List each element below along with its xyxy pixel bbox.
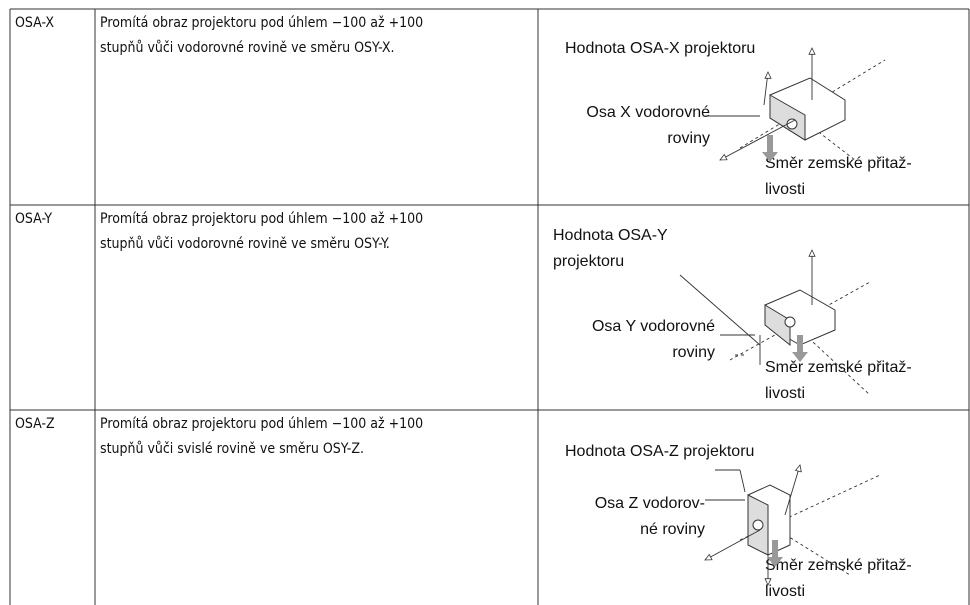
table-grid [9,8,970,605]
gravity-label: livosti [765,181,805,198]
diagram-line [719,119,796,161]
projector-side [764,304,791,347]
description-line: Promítá obraz projektoru pod úhlem −100 … [100,211,423,227]
illustration [704,47,886,162]
axis-label: né roviny [640,521,705,538]
diagram-line [704,529,761,561]
lens [784,316,796,328]
arrow-head [764,578,772,586]
value-label: Hodnota OSA-X projektoru [565,40,755,57]
gravity-label: Směr zemské přitaž- [765,155,912,172]
arrow-head [719,153,728,161]
diagram-line [679,274,761,346]
gravity-arrow [792,335,808,362]
axis-label: Osa X vodorovné [586,104,710,121]
gravity-label: Směr zemské přitaž- [765,359,912,376]
axis-label: roviny [667,130,710,147]
gravity-arrow [762,135,778,162]
diagram-line [769,524,851,576]
gravity-label: livosti [765,583,805,600]
diagram-line [739,469,746,493]
description-line: Promítá obraz projektoru pod úhlem −100 … [100,15,423,31]
row-name: OSA-Y [15,211,52,227]
arrow-head [794,464,802,473]
gravity-arrow [767,540,783,567]
arrow-head [764,71,772,79]
illustration [679,249,871,396]
description-line: Promítá obraz projektoru pod úhlem −100 … [100,416,423,432]
value-label: Hodnota OSA-Z projektoru [565,443,754,460]
diagram-line [784,464,801,516]
row-name: OSA-X [15,15,54,31]
axis-label: Osa Z vodorov- [595,495,705,512]
axis-label: Osa Y vodorovné [592,318,715,335]
arrow-head [808,249,816,257]
projector-side [769,94,806,141]
description-line: stupňů vůči vodorovné rovině ve směru OS… [100,40,395,56]
diagram-line [799,329,871,396]
description-line: stupňů vůči vodorovné rovině ve směru OS… [100,236,390,252]
row-name: OSA-Z [15,416,55,432]
lens [786,118,798,130]
description-line: stupňů vůči svislé rovině ve směru OSY-Z… [100,441,364,457]
illustration [704,464,881,586]
value-label: Hodnota OSA-Y [553,227,668,244]
gravity-label: livosti [765,385,805,402]
axis-label: roviny [672,344,715,361]
value-label: projektoru [553,253,624,270]
arrow-head [808,47,816,55]
lens [752,519,764,531]
gravity-label: Směr zemské přitaž- [765,557,912,574]
arrow-head [704,553,713,561]
